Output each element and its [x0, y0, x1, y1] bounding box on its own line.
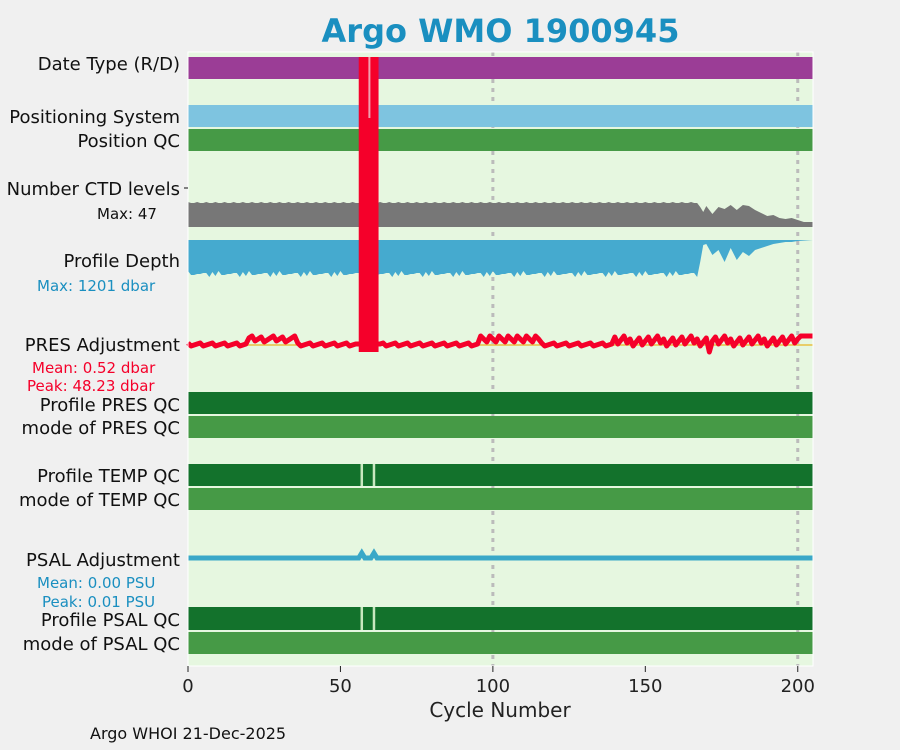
label-psal-adjustment-mean: Mean: 0.00 PSU [37, 574, 155, 592]
label-psal-adjustment: PSAL Adjustment [26, 550, 180, 571]
label-profile-depth-max: Max: 1201 dbar [37, 277, 156, 295]
profile-pres-qc-band [188, 392, 813, 414]
label-ctd-levels-max: Max: 47 [97, 205, 157, 223]
chart-title: Argo WMO 1900945 [321, 12, 680, 50]
mode-pres-qc-band [188, 416, 813, 438]
label-profile-pres-qc: Profile PRES QC [40, 395, 180, 416]
label-mode-temp-qc: mode of TEMP QC [19, 490, 180, 511]
positioning-system-band [188, 105, 813, 127]
data-bands [186, 57, 813, 654]
label-pres-adjustment-mean: Mean: 0.52 dbar [32, 359, 156, 377]
x-axis: 0 50 100 150 200 [182, 666, 815, 697]
psal-adjustment-line [188, 548, 813, 561]
label-profile-depth: Profile Depth [63, 251, 180, 272]
stat-labels: Max: 47 Max: 1201 dbar Mean: 0.52 dbar P… [27, 205, 157, 611]
label-mode-psal-qc: mode of PSAL QC [23, 634, 180, 655]
pres-spike-bar [358, 57, 379, 352]
profile-temp-qc-band [188, 464, 813, 486]
date-type-band [188, 57, 813, 79]
label-profile-temp-qc: Profile TEMP QC [37, 466, 180, 487]
x-axis-label: Cycle Number [429, 698, 571, 722]
label-date-type: Date Type (R/D) [38, 54, 180, 75]
plot-frame [187, 51, 814, 667]
label-pres-adjustment-peak: Peak: 48.23 dbar [27, 377, 155, 395]
position-qc-band [188, 129, 813, 151]
label-pres-adjustment: PRES Adjustment [25, 335, 180, 356]
x-tick-label: 200 [781, 676, 815, 697]
label-position-qc: Position QC [77, 131, 180, 152]
mode-temp-qc-band [188, 488, 813, 510]
x-tick-label: 100 [476, 676, 510, 697]
footer-credit: Argo WHOI 21-Dec-2025 [90, 724, 287, 743]
label-ctd-levels: Number CTD levels [7, 179, 180, 200]
grid-lines [491, 52, 800, 666]
label-mode-pres-qc: mode of PRES QC [22, 418, 180, 439]
x-tick-label: 0 [182, 676, 193, 697]
mode-psal-qc-band [188, 632, 813, 654]
pres-adjustment-line [186, 333, 813, 355]
spike-overlays [358, 57, 379, 630]
ctd-levels-area [188, 202, 813, 227]
label-positioning-system: Positioning System [9, 107, 180, 128]
label-profile-psal-qc: Profile PSAL QC [41, 610, 180, 631]
profile-psal-qc-band [188, 607, 813, 630]
x-tick-label: 150 [628, 676, 662, 697]
plot-background [188, 52, 813, 666]
label-psal-adjustment-peak: Peak: 0.01 PSU [42, 593, 155, 611]
x-tick-label: 50 [329, 676, 352, 697]
row-labels: Date Type (R/D) Positioning System Posit… [7, 54, 180, 655]
profile-depth-area [188, 240, 813, 277]
